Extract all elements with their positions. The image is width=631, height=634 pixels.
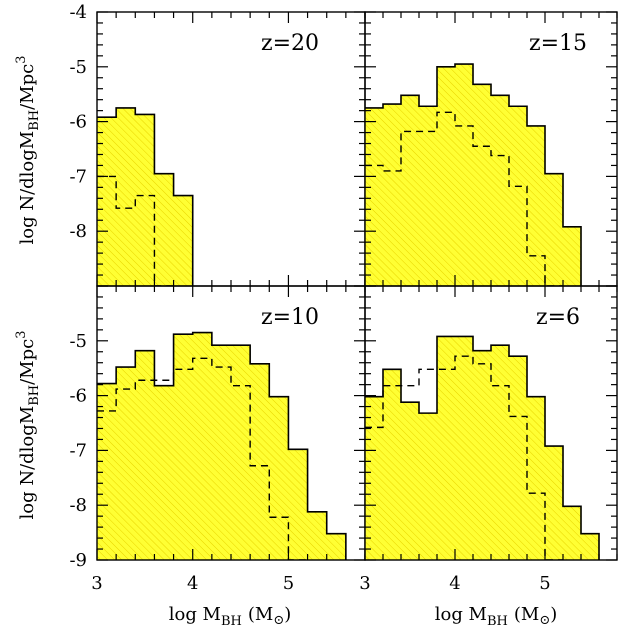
- hist-bar: [401, 95, 420, 286]
- hist-bar: [250, 363, 270, 560]
- solid-histogram-line: [365, 63, 582, 286]
- hist-bar: [491, 345, 510, 560]
- dashed-histogram-line: [365, 111, 563, 286]
- hist-bar: [563, 506, 582, 560]
- y-tick-label: -7: [69, 166, 87, 187]
- hist-bar: [419, 413, 438, 560]
- hist-bar: [401, 402, 420, 560]
- hist-bar: [135, 350, 156, 560]
- panels-group: -4-5-6-7-8z=20 z=15-5-6-7-8-93 4 5z=103 4 5z=…: [69, 2, 618, 594]
- panel-plot-area: [97, 107, 194, 286]
- hist-bar: [491, 95, 510, 286]
- panel-ticks: [364, 11, 618, 287]
- panel-redshift-label: z=15: [529, 31, 587, 56]
- hist-bar: [116, 367, 136, 560]
- hist-bar: [527, 125, 546, 286]
- hist-bar: [173, 334, 194, 560]
- solid-histogram-line: [97, 331, 347, 560]
- hist-bar: [154, 385, 175, 560]
- hist-bar: [154, 173, 175, 286]
- y-tick-label: -5: [69, 331, 87, 352]
- y-tick-label: -6: [69, 386, 87, 407]
- y-axis-label-lower: log N/dlogMBH/Mpc3: [14, 330, 42, 519]
- x-tick-label: 3: [91, 573, 102, 594]
- panel-2: z=15: [364, 11, 618, 287]
- panel-plot-area: [365, 63, 582, 286]
- hist-bar: [365, 396, 384, 560]
- hist-bar: [455, 336, 474, 560]
- panel-plot-area: [97, 331, 347, 560]
- panel-ticks: [364, 285, 618, 561]
- solid-histogram-line: [365, 335, 600, 560]
- hist-bar: [455, 64, 474, 286]
- hist-bar: [211, 345, 232, 560]
- hist-bar: [419, 106, 438, 286]
- hist-bar: [383, 104, 402, 286]
- hist-bar: [365, 107, 384, 286]
- panel-1: -4 -5 -6 -7 -8 z=20: [69, 2, 366, 287]
- hist-bar: [97, 117, 117, 286]
- x-axis-label-left: log MBH (M⊙): [169, 604, 292, 629]
- hist-bar: [545, 446, 564, 560]
- panel-redshift-label: z=10: [261, 305, 319, 330]
- hist-bar: [173, 195, 194, 286]
- hist-bar: [437, 66, 456, 286]
- y-tick-label: -4: [69, 2, 87, 23]
- solid-histogram-line: [97, 107, 194, 286]
- hist-bar: [545, 173, 564, 286]
- panel-redshift-label: z=6: [536, 305, 580, 330]
- hist-bar: [473, 84, 492, 286]
- y-tick-label: -8: [69, 221, 87, 242]
- hist-bar: [326, 533, 347, 560]
- y-axis-label-upper: log N/dlogMBH/Mpc3: [14, 55, 42, 244]
- x-tick-label: 4: [449, 573, 460, 594]
- hist-bar: [527, 396, 546, 560]
- hist-bar: [135, 114, 156, 286]
- x-axis-label-right: log MBH (M⊙): [435, 604, 558, 629]
- panel-3: -5 -6 -7 -8 -93 4 5 z=10: [69, 285, 366, 594]
- hist-bar: [288, 449, 309, 560]
- dashed-histogram-line: [97, 175, 174, 286]
- hist-bar: [437, 336, 456, 560]
- y-tick-label: -7: [69, 440, 87, 461]
- x-tick-label: 3: [359, 573, 370, 594]
- hist-bar: [116, 107, 136, 286]
- hist-bar: [509, 106, 528, 286]
- x-tick-label: 5: [283, 573, 294, 594]
- hist-bar: [269, 396, 290, 560]
- hist-bar: [307, 511, 328, 560]
- hist-bar: [231, 345, 251, 560]
- hist-bar: [581, 533, 600, 560]
- hist-bar: [563, 226, 582, 286]
- dashed-histogram-line: [365, 355, 563, 560]
- hist-bar: [192, 332, 213, 560]
- panel-plot-area: [365, 335, 600, 560]
- panel-redshift-label: z=20: [261, 31, 319, 56]
- panel-ticks: [96, 285, 366, 561]
- hist-bar: [383, 369, 402, 560]
- x-tick-label: 5: [539, 573, 550, 594]
- y-tick-label: -6: [69, 112, 87, 133]
- y-tick-label: -5: [69, 57, 87, 78]
- hist-bar: [509, 356, 528, 560]
- y-tick-label: -8: [69, 495, 87, 516]
- panel-4: 3 4 5 z=6: [359, 285, 618, 594]
- hist-bar: [473, 350, 492, 560]
- x-tick-label: 4: [187, 573, 198, 594]
- y-tick-label: -9: [69, 550, 87, 571]
- dashed-histogram-line: [97, 357, 308, 560]
